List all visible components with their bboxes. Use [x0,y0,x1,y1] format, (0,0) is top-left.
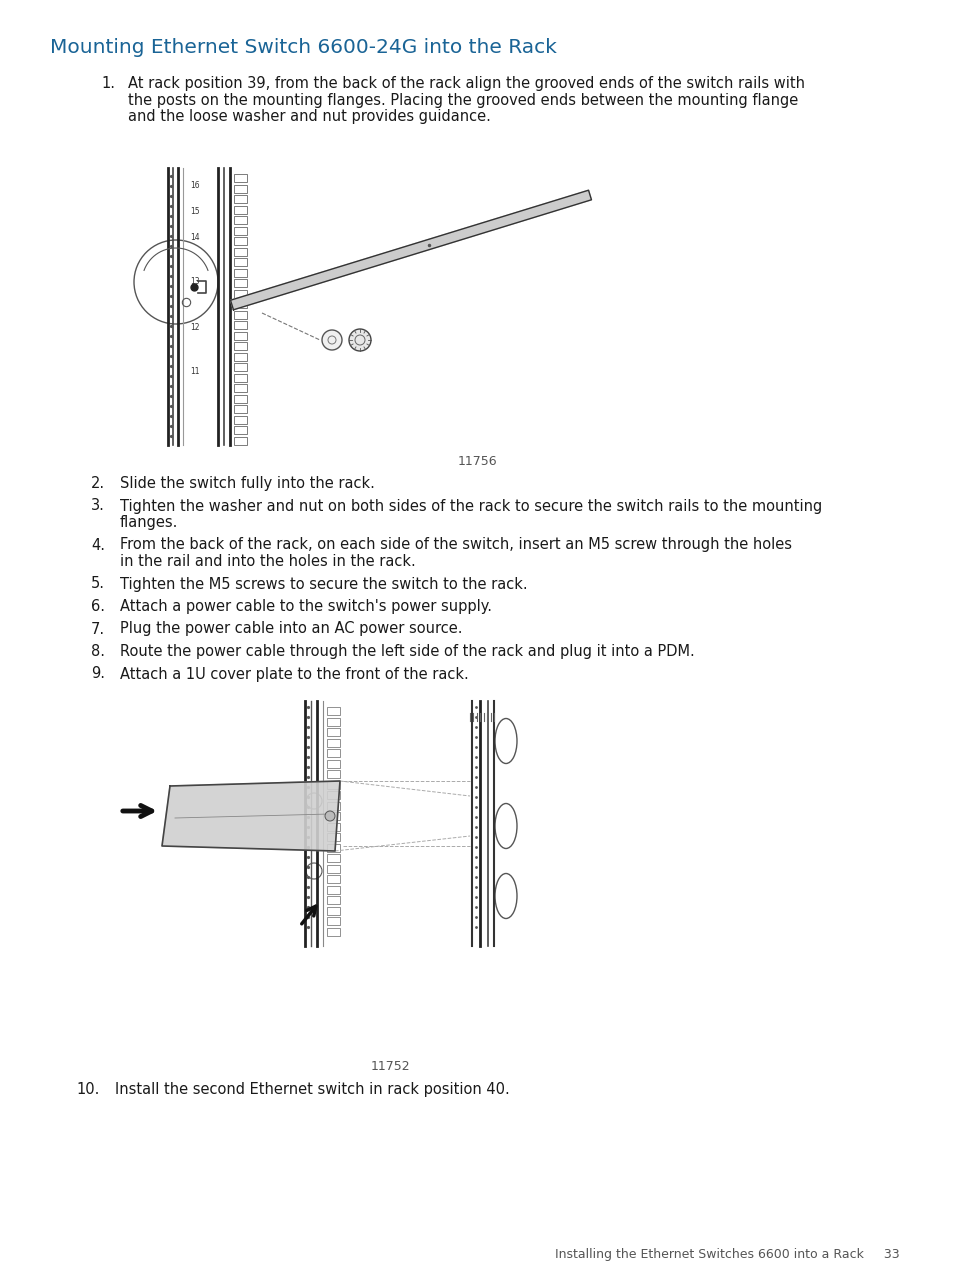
Bar [233,216,247,224]
Bar [327,928,339,935]
Bar [327,916,339,925]
Bar [327,864,339,872]
Circle shape [349,329,371,351]
Text: 13: 13 [190,277,199,286]
Bar [327,760,339,768]
Bar [233,300,247,308]
Bar [233,394,247,403]
Bar [233,384,247,391]
Circle shape [322,330,341,350]
Bar [233,322,247,329]
Bar [233,364,247,371]
Text: 3.: 3. [91,498,105,513]
Text: From the back of the rack, on each side of the switch, insert an M5 screw throug: From the back of the rack, on each side … [120,538,791,553]
Bar [233,342,247,350]
Bar [327,707,339,716]
Bar [327,802,339,810]
Text: 5.: 5. [91,577,105,591]
Text: Installing the Ethernet Switches 6600 into a Rack     33: Installing the Ethernet Switches 6600 in… [555,1248,899,1261]
Bar [327,728,339,736]
Text: Attach a 1U cover plate to the front of the rack.: Attach a 1U cover plate to the front of … [120,666,468,681]
Text: At rack position 39, from the back of the rack align the grooved ends of the swi: At rack position 39, from the back of th… [128,76,804,92]
Bar [233,352,247,361]
Text: the posts on the mounting flanges. Placing the grooved ends between the mounting: the posts on the mounting flanges. Placi… [128,93,798,108]
Text: Tighten the washer and nut on both sides of the rack to secure the switch rails : Tighten the washer and nut on both sides… [120,498,821,513]
Bar [327,822,339,830]
Text: Slide the switch fully into the rack.: Slide the switch fully into the rack. [120,477,375,491]
Bar [327,791,339,799]
Text: Install the second Ethernet switch in rack position 40.: Install the second Ethernet switch in ra… [115,1082,509,1097]
Bar [327,844,339,852]
Bar [327,770,339,778]
Bar [327,812,339,820]
Bar [233,280,247,287]
Bar [233,374,247,381]
Bar [233,405,247,413]
Text: 11752: 11752 [370,1060,410,1073]
Text: and the loose washer and nut provides guidance.: and the loose washer and nut provides gu… [128,109,491,125]
Text: Tighten the M5 screws to secure the switch to the rack.: Tighten the M5 screws to secure the swit… [120,577,527,591]
Bar [233,436,247,445]
Polygon shape [231,191,591,310]
Bar [233,268,247,277]
Bar [233,332,247,339]
Text: 7.: 7. [91,622,105,637]
Text: 6.: 6. [91,599,105,614]
Bar [327,718,339,726]
Bar [233,290,247,297]
Text: 8.: 8. [91,644,105,658]
Text: 11: 11 [190,367,199,376]
Bar [233,174,247,182]
Bar [233,226,247,235]
Bar [233,184,247,192]
Bar [327,833,339,841]
Text: in the rail and into the holes in the rack.: in the rail and into the holes in the ra… [120,554,416,569]
Bar [233,416,247,423]
Circle shape [325,811,335,821]
Bar [327,886,339,894]
Bar [327,749,339,758]
Text: 1.: 1. [101,76,115,92]
Text: Route the power cable through the left side of the rack and plug it into a PDM.: Route the power cable through the left s… [120,644,694,658]
Text: flanges.: flanges. [120,515,178,530]
Text: 11756: 11756 [456,455,497,468]
Text: Mounting Ethernet Switch 6600-24G into the Rack: Mounting Ethernet Switch 6600-24G into t… [50,38,557,57]
Bar [233,248,247,255]
Text: 15: 15 [190,206,199,216]
Bar [327,906,339,915]
Bar [233,206,247,214]
Text: 4.: 4. [91,538,105,553]
Bar [327,780,339,788]
Bar [233,236,247,245]
Bar [233,310,247,319]
Text: 10.: 10. [76,1082,100,1097]
Bar [233,194,247,203]
Bar [233,426,247,433]
Text: 2.: 2. [91,477,105,491]
Text: 16: 16 [190,180,199,189]
Bar [327,738,339,746]
Bar [233,258,247,266]
Text: 12: 12 [190,323,199,332]
Bar [327,896,339,904]
Polygon shape [162,780,339,852]
Text: Plug the power cable into an AC power source.: Plug the power cable into an AC power so… [120,622,462,637]
Text: 9.: 9. [91,666,105,681]
Text: 14: 14 [190,233,199,241]
Bar [327,854,339,862]
Text: Attach a power cable to the switch's power supply.: Attach a power cable to the switch's pow… [120,599,492,614]
Bar [327,874,339,883]
